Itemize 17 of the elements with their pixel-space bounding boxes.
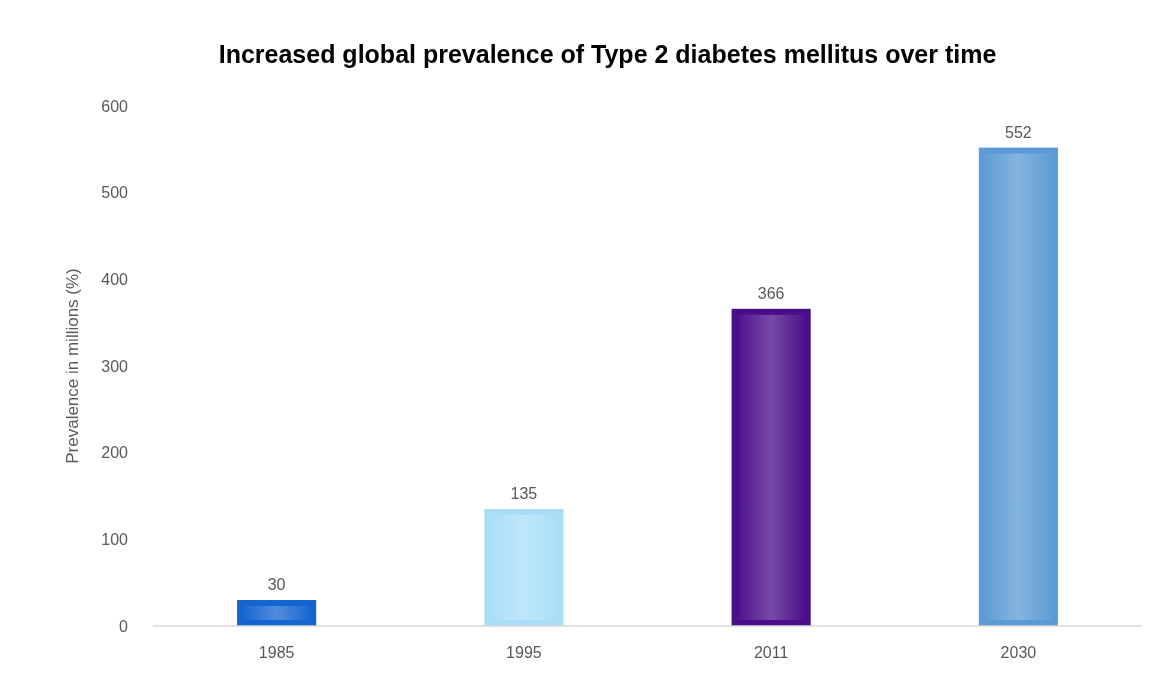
y-tick-label: 600: [101, 97, 129, 115]
y-tick-label: 100: [101, 530, 129, 548]
y-tick-label: 400: [101, 270, 129, 288]
x-tick-label: 2030: [1000, 644, 1037, 661]
data-label: 552: [1005, 123, 1032, 141]
y-tick-label: 500: [101, 184, 129, 202]
data-label: 366: [757, 284, 785, 302]
data-label: 135: [510, 485, 538, 502]
y-tick-label: 300: [101, 357, 129, 375]
y-tick-label: 0: [119, 617, 129, 635]
x-tick-label: 2011: [753, 644, 789, 661]
x-tick-label: 1985: [258, 644, 295, 661]
x-tick-label: 1995: [506, 644, 542, 661]
y-axis-title: Prevalence in millions (%): [63, 268, 82, 464]
chart-title: Increased global prevalence of Type 2 diabetes mellitus over time: [218, 40, 997, 68]
data-label: 30: [267, 576, 286, 593]
y-tick-label: 200: [101, 444, 129, 462]
